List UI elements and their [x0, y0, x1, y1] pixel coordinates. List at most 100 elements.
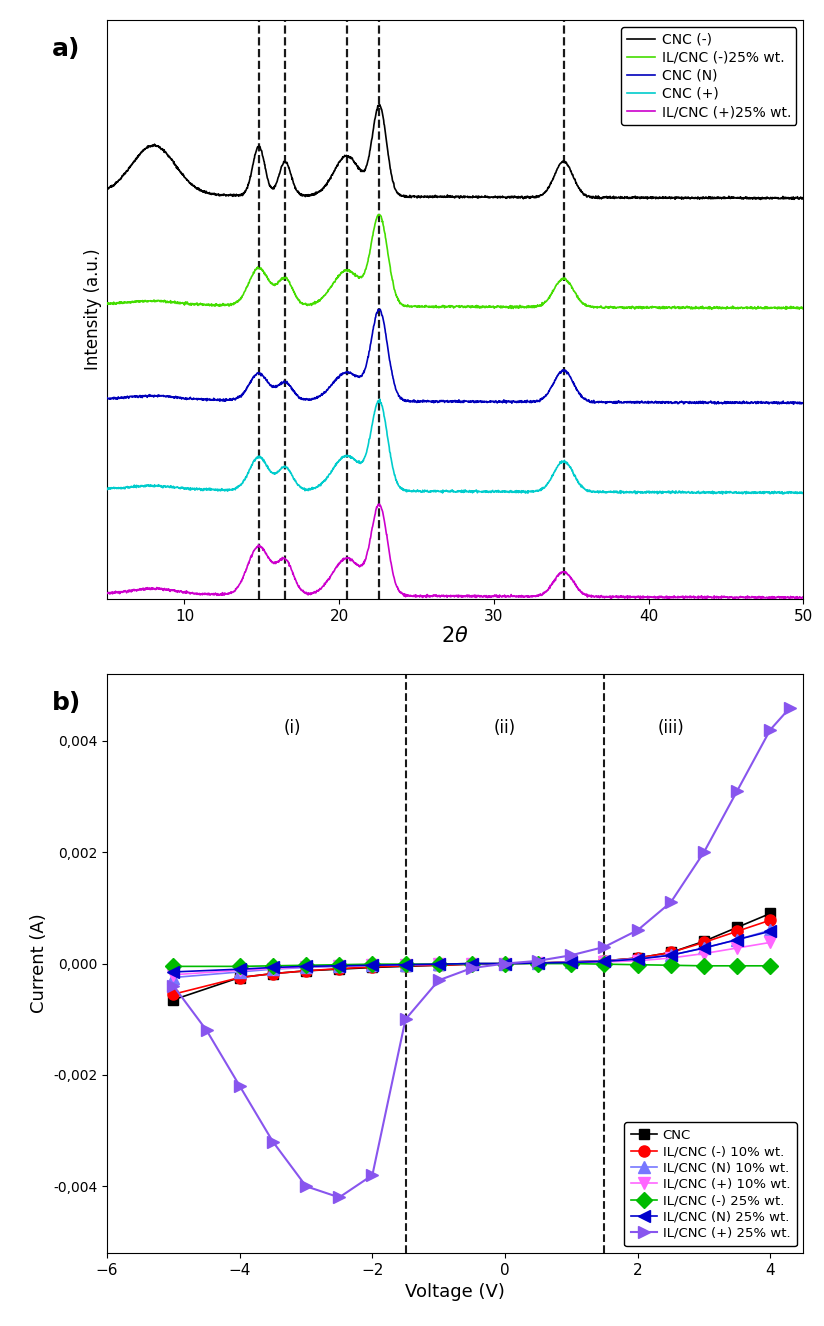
Y-axis label: Current (A): Current (A)	[30, 914, 48, 1013]
IL/CNC (N) 25% wt.	[335, 957, 344, 973]
CNC	[566, 953, 576, 969]
Line: IL/CNC (-) 10% wt.: IL/CNC (-) 10% wt.	[168, 915, 776, 1000]
IL/CNC (N) 25% wt.	[633, 951, 643, 967]
CNC	[433, 957, 443, 973]
CNC	[168, 992, 178, 1008]
IL/CNC (N) 10% wt.	[268, 961, 278, 977]
IL/CNC (+) 10% wt.	[433, 956, 443, 972]
IL/CNC (+) 10% wt.	[235, 963, 245, 979]
IL/CNC (+) 25% wt.	[301, 1179, 311, 1195]
IL/CNC (N) 25% wt.	[699, 940, 709, 956]
IL/CNC (N) 25% wt.	[500, 956, 510, 972]
IL/CNC (-) 10% wt.	[368, 959, 377, 975]
Text: b): b)	[51, 691, 81, 716]
CNC	[666, 944, 676, 960]
IL/CNC (-) 10% wt.	[500, 956, 510, 972]
IL/CNC (N) 25% wt.	[368, 957, 377, 973]
IL/CNC (-) 10% wt.	[733, 923, 742, 939]
Text: (iii): (iii)	[658, 719, 684, 737]
IL/CNC (N) 10% wt.	[235, 964, 245, 980]
IL/CNC (N) 10% wt.	[400, 957, 410, 973]
IL/CNC (-) 25% wt.	[433, 956, 443, 972]
IL/CNC (+) 10% wt.	[400, 957, 410, 973]
CNC	[733, 919, 742, 935]
CNC	[400, 959, 410, 975]
Line: CNC: CNC	[169, 908, 775, 1005]
CNC	[335, 961, 344, 977]
IL/CNC (-) 10% wt.	[268, 965, 278, 981]
IL/CNC (-) 10% wt.	[467, 956, 477, 972]
IL/CNC (N) 10% wt.	[433, 956, 443, 972]
IL/CNC (-) 25% wt.	[335, 957, 344, 973]
IL/CNC (-) 25% wt.	[666, 957, 676, 973]
CNC	[235, 969, 245, 985]
IL/CNC (N) 25% wt.	[235, 961, 245, 977]
CNC	[600, 953, 610, 969]
IL/CNC (+) 25% wt.	[633, 923, 643, 939]
IL/CNC (+) 10% wt.	[733, 940, 742, 956]
Y-axis label: Intensity (a.u.): Intensity (a.u.)	[83, 248, 101, 370]
IL/CNC (+) 25% wt.	[533, 953, 543, 969]
IL/CNC (N) 10% wt.	[168, 969, 178, 985]
IL/CNC (+) 25% wt.	[600, 939, 610, 955]
IL/CNC (-) 25% wt.	[301, 957, 311, 973]
Line: IL/CNC (+) 25% wt.: IL/CNC (+) 25% wt.	[167, 701, 796, 1204]
CNC	[633, 949, 643, 965]
IL/CNC (+) 25% wt.	[235, 1078, 245, 1094]
IL/CNC (N) 10% wt.	[301, 960, 311, 976]
IL/CNC (+) 25% wt.	[467, 960, 477, 976]
X-axis label: Voltage (V): Voltage (V)	[405, 1284, 505, 1301]
IL/CNC (-) 25% wt.	[733, 957, 742, 973]
IL/CNC (+) 10% wt.	[566, 955, 576, 971]
IL/CNC (-) 10% wt.	[566, 953, 576, 969]
IL/CNC (+) 25% wt.	[785, 700, 795, 716]
IL/CNC (-) 10% wt.	[400, 957, 410, 973]
IL/CNC (N) 10% wt.	[368, 957, 377, 973]
IL/CNC (N) 10% wt.	[500, 956, 510, 972]
IL/CNC (N) 25% wt.	[533, 955, 543, 971]
CNC	[368, 960, 377, 976]
CNC	[268, 965, 278, 981]
IL/CNC (N) 25% wt.	[467, 956, 477, 972]
IL/CNC (-) 10% wt.	[335, 960, 344, 976]
IL/CNC (+) 25% wt.	[368, 1167, 377, 1183]
IL/CNC (+) 25% wt.	[733, 784, 742, 800]
IL/CNC (-) 25% wt.	[268, 957, 278, 973]
CNC	[533, 955, 543, 971]
IL/CNC (+) 25% wt.	[433, 972, 443, 988]
Legend: CNC (-), IL/CNC (-)25% wt., CNC (N), CNC (+), IL/CNC (+)25% wt.: CNC (-), IL/CNC (-)25% wt., CNC (N), CNC…	[621, 27, 797, 125]
IL/CNC (N) 25% wt.	[268, 960, 278, 976]
CNC	[765, 906, 775, 922]
Text: a): a)	[51, 37, 80, 61]
IL/CNC (-) 25% wt.	[566, 956, 576, 972]
IL/CNC (-) 25% wt.	[633, 957, 643, 973]
IL/CNC (+) 25% wt.	[666, 895, 676, 911]
IL/CNC (-) 10% wt.	[168, 987, 178, 1002]
IL/CNC (+) 10% wt.	[268, 960, 278, 976]
IL/CNC (-) 25% wt.	[235, 959, 245, 975]
X-axis label: $2\theta$: $2\theta$	[442, 626, 469, 646]
IL/CNC (+) 10% wt.	[335, 957, 344, 973]
IL/CNC (+) 25% wt.	[699, 845, 709, 861]
IL/CNC (+) 25% wt.	[566, 947, 576, 963]
IL/CNC (-) 10% wt.	[533, 955, 543, 971]
IL/CNC (N) 25% wt.	[733, 932, 742, 948]
IL/CNC (N) 25% wt.	[433, 956, 443, 972]
IL/CNC (+) 25% wt.	[500, 956, 510, 972]
CNC	[301, 963, 311, 979]
Line: IL/CNC (-) 25% wt.: IL/CNC (-) 25% wt.	[168, 959, 776, 972]
IL/CNC (-) 25% wt.	[168, 959, 178, 975]
IL/CNC (+) 10% wt.	[500, 956, 510, 972]
IL/CNC (N) 10% wt.	[666, 947, 676, 963]
IL/CNC (+) 10% wt.	[533, 955, 543, 971]
IL/CNC (-) 10% wt.	[666, 944, 676, 960]
IL/CNC (+) 10% wt.	[301, 959, 311, 975]
CNC	[467, 956, 477, 972]
IL/CNC (-) 25% wt.	[400, 956, 410, 972]
IL/CNC (N) 25% wt.	[666, 947, 676, 963]
IL/CNC (N) 10% wt.	[467, 956, 477, 972]
IL/CNC (N) 25% wt.	[566, 955, 576, 971]
IL/CNC (-) 10% wt.	[433, 957, 443, 973]
IL/CNC (+) 25% wt.	[400, 1012, 410, 1028]
IL/CNC (-) 25% wt.	[765, 957, 775, 973]
